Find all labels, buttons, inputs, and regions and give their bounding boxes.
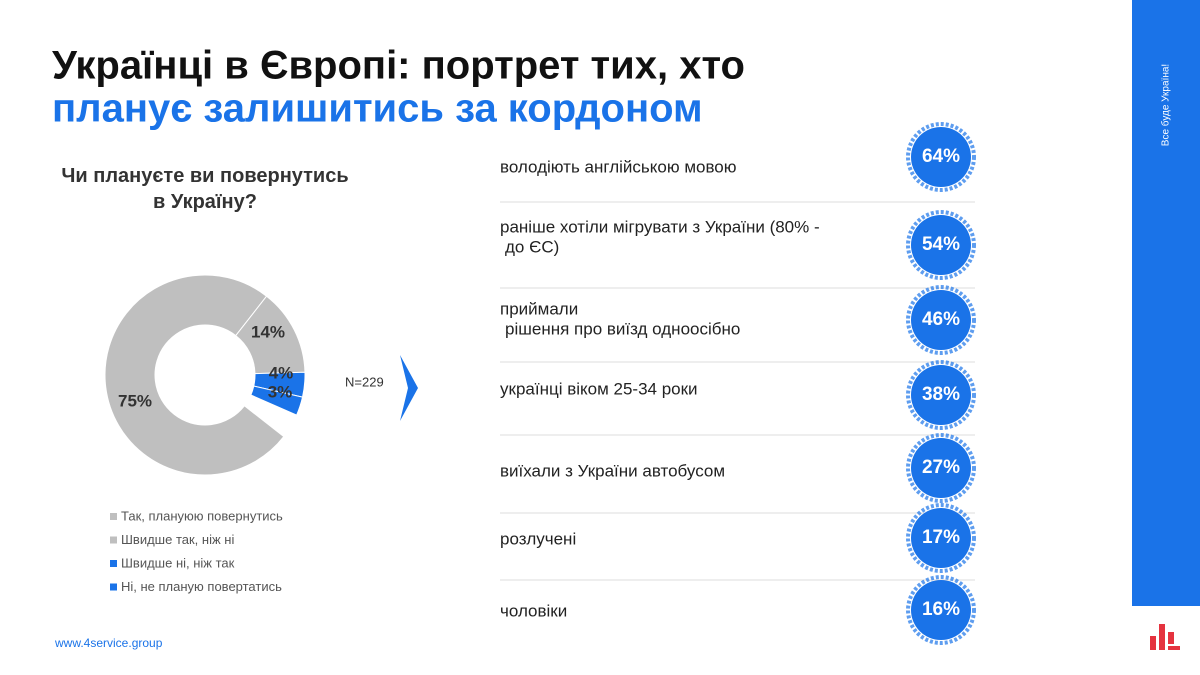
chart-title: Чи плануєте ви повернутись в Україну? (61, 165, 349, 213)
question-box: Чи плануєте ви повернутись в Україну? (61, 165, 349, 213)
badge (911, 438, 971, 498)
legend-label: Так, плануюю повернутись (121, 508, 283, 523)
side-bar (1132, 0, 1200, 606)
title: Українці в Європі: портрет тих, хто (52, 44, 745, 88)
data-label: 14% (251, 322, 285, 341)
badge-value: 27% (922, 457, 960, 478)
badge-ring (906, 433, 976, 503)
badge-ring (906, 575, 976, 645)
legend-swatch (110, 560, 117, 567)
logo (1150, 624, 1180, 650)
badge (911, 365, 971, 425)
legend-swatch (110, 536, 117, 544)
legend-swatch (110, 583, 117, 591)
annotation: N=229 (345, 374, 384, 389)
badge (911, 215, 971, 275)
item-text: володіють англійською мовою (500, 157, 737, 176)
badge-ring (906, 122, 976, 192)
legend-label: Швидше ні, ніж так (121, 555, 235, 570)
legend-label: Ні, не планую повертатись (121, 579, 282, 594)
logo-bar (1150, 636, 1156, 650)
item-text: виїхали з України автобусом (500, 461, 725, 480)
badge-ring (906, 210, 976, 280)
logo-bar (1159, 624, 1165, 650)
logo-bar (1168, 632, 1174, 644)
badge-value: 46% (922, 309, 960, 330)
legend-swatch (110, 513, 117, 520)
badge-value: 16% (922, 599, 960, 620)
data-label: 3% (268, 382, 293, 401)
item-text: раніше хотіли мігрувати з України (80% - (500, 217, 820, 236)
logo-bar (1168, 646, 1180, 650)
item-text: рішення про виїзд одноосібно (505, 319, 740, 338)
badge (911, 290, 971, 350)
item-text: до ЄС) (505, 237, 559, 256)
item-text: українці віком 25-34 роки (500, 379, 698, 398)
badge-value: 64% (922, 146, 960, 167)
donut-segment (104, 274, 285, 476)
legend-label: Швидше так, ніж ні (121, 532, 234, 547)
donut-segment (250, 385, 304, 416)
chevron (400, 355, 418, 421)
badge (911, 508, 971, 568)
badge-value: 54% (922, 234, 960, 255)
badge (911, 127, 971, 187)
data-label: 4% (269, 363, 294, 382)
item-text: чоловіки (500, 601, 567, 620)
title: планує залишитись за кордоном (52, 87, 703, 131)
side-text: Все буде Україна! (1160, 64, 1172, 146)
badge-value: 17% (922, 527, 960, 548)
badge-ring (906, 360, 976, 430)
badge-ring (906, 503, 976, 573)
item-text: приймали (500, 299, 578, 318)
badge-ring (906, 285, 976, 355)
item-text: розлучені (500, 529, 576, 548)
badge (911, 580, 971, 640)
data-label: 75% (118, 391, 152, 410)
footer-url: www.4service.group (54, 636, 163, 650)
badge-value: 38% (922, 384, 960, 405)
